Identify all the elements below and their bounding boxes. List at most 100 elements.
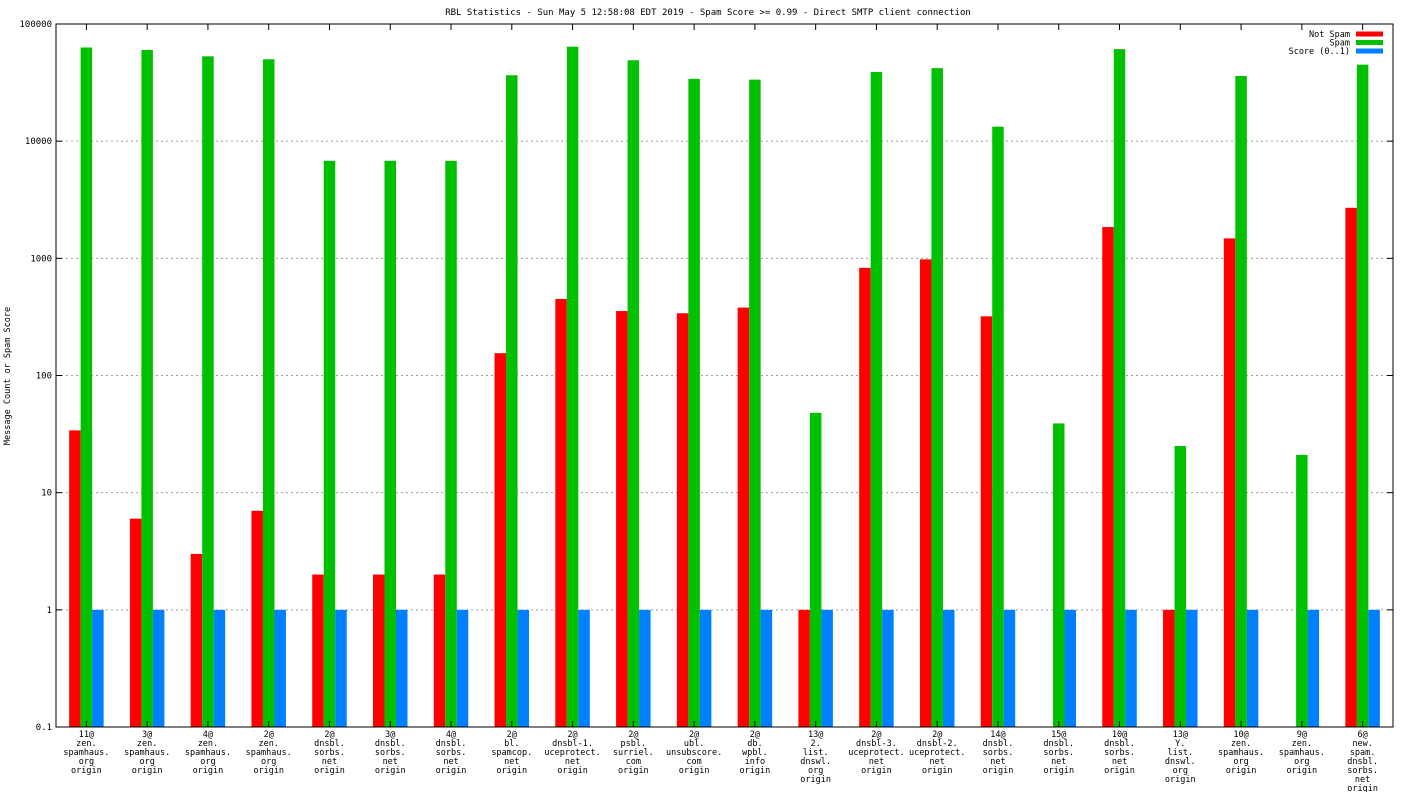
x-category-label: 13@ 2. list. dnswl. org origin <box>800 730 831 785</box>
x-category-label-line: spamhaus. <box>1279 748 1325 758</box>
x-category-label-line: origin <box>922 766 953 776</box>
x-category-label: 9@ zen. spamhaus. org origin <box>1279 730 1325 776</box>
x-category-label-line: origin <box>1347 784 1378 792</box>
x-category-label-line: sorbs. <box>1104 748 1135 758</box>
x-category-label-line: 15@ <box>1051 730 1066 740</box>
x-category-label-line: uceprotect. <box>544 748 600 758</box>
x-category-label-line: 2@ <box>750 730 760 740</box>
x-category-label-line: sorbs. <box>1347 766 1378 776</box>
spam-bar <box>1296 454 1308 727</box>
spam-bar <box>1174 446 1187 727</box>
x-category-label-line: info <box>745 757 765 767</box>
x-category-label-line: spamhaus. <box>63 748 109 758</box>
not-spam-bar <box>129 518 142 727</box>
x-category-label-line: origin <box>71 766 102 776</box>
spam-bar <box>384 160 396 728</box>
legend-swatch <box>1356 31 1383 37</box>
score-bar <box>396 609 408 727</box>
score-bar <box>517 609 530 727</box>
x-category-label: 14@ dnsbl. sorbs. net origin <box>983 730 1014 776</box>
y-tick-label: 0.1 <box>36 723 52 733</box>
x-category-label: 11@ zen. spamhaus. org origin <box>63 730 109 776</box>
score-bar <box>274 609 286 727</box>
x-category-label-line: zen. <box>137 739 157 749</box>
x-category-label-line: origin <box>740 766 771 776</box>
x-category-label-line: 2@ <box>507 730 517 740</box>
score-bar <box>1003 609 1016 727</box>
score-bar <box>1186 609 1198 727</box>
spam-bar <box>506 75 518 728</box>
legend-label: Score (0..1) <box>1289 47 1350 57</box>
spam-bar <box>141 49 153 727</box>
x-category-label-line: sorbs. <box>983 748 1014 758</box>
x-category-label-line: net <box>565 757 580 767</box>
x-category-label-line: surriel. <box>613 748 654 758</box>
x-category-label-line: sorbs. <box>314 748 345 758</box>
score-bar <box>456 609 469 727</box>
spam-bar <box>627 60 640 727</box>
score-bar <box>1064 609 1076 727</box>
spam-bar <box>566 46 579 728</box>
not-spam-bar <box>1102 227 1114 727</box>
x-category-label-line: zen. <box>76 739 96 749</box>
not-spam-bar <box>555 298 567 727</box>
x-category-label-line: 2@ <box>628 730 638 740</box>
x-category-label-line: 14@ <box>990 730 1005 740</box>
x-category-label-line: origin <box>557 766 588 776</box>
x-category-label-line: origin <box>253 766 284 776</box>
x-category-label-line: 2@ <box>871 730 881 740</box>
x-category-label-line: origin <box>1104 766 1135 776</box>
x-category-label-line: dnsbl. <box>983 739 1014 749</box>
score-bar <box>639 609 651 727</box>
x-category-label-line: org <box>79 757 94 767</box>
spam-bar <box>749 79 761 727</box>
x-category-label-line: dnsbl. <box>436 739 467 749</box>
x-category-label-line: dnsbl. <box>375 739 406 749</box>
y-tick-label: 1000 <box>30 254 52 264</box>
x-category-label: 10@ zen. spamhaus. org origin <box>1218 730 1264 776</box>
x-category-label-line: list. <box>1167 748 1193 758</box>
x-category-label-line: net <box>1355 775 1370 785</box>
x-category-label-line: 2@ <box>324 730 334 740</box>
x-category-label-line: net <box>322 757 337 767</box>
x-category-label: 3@ dnsbl. sorbs. net origin <box>375 730 406 776</box>
x-category-label-line: origin <box>193 766 224 776</box>
x-category-label-line: sorbs. <box>375 748 406 758</box>
x-category-label: 15@ dnsbl. sorbs. net origin <box>1043 730 1074 776</box>
x-category-label-line: net <box>990 757 1005 767</box>
not-spam-bar <box>373 574 385 727</box>
x-category-label-line: wpbl. <box>742 748 768 758</box>
x-category-label-line: zen. <box>1292 739 1312 749</box>
legend-label: Spam <box>1330 39 1350 49</box>
x-category-label-line: dnsbl. <box>1104 739 1135 749</box>
x-category-label-line: zen. <box>198 739 218 749</box>
x-category-label: 4@ zen. spamhaus. org origin <box>185 730 231 776</box>
x-category-label-line: org <box>261 757 276 767</box>
x-category-label-line: origin <box>800 775 831 785</box>
not-spam-bar <box>616 311 628 727</box>
score-bar <box>699 609 712 727</box>
not-spam-bar <box>494 353 507 727</box>
x-category-label: 4@ dnsbl. sorbs. net origin <box>436 730 467 776</box>
x-category-label-line: com <box>626 757 641 767</box>
spam-bar <box>931 68 943 727</box>
y-tick-label: 100000 <box>19 20 52 30</box>
spam-bar <box>1113 49 1126 728</box>
x-category-label: 2@ bl. spamcop. net origin <box>491 730 532 776</box>
x-category-label-line: sorbs. <box>436 748 467 758</box>
x-category-label-line: dnsbl-2. <box>917 739 958 749</box>
legend-swatch <box>1356 48 1383 54</box>
x-category-label: 13@ Y. list. dnswl. org origin <box>1165 730 1196 785</box>
score-bar <box>1125 609 1137 727</box>
score-bar <box>882 609 894 727</box>
x-category-label-line: origin <box>375 766 406 776</box>
x-category-label-line: spam. <box>1350 748 1376 758</box>
spam-bar <box>202 56 214 728</box>
x-category-label: 2@ dnsbl-3. uceprotect. net origin <box>848 730 904 776</box>
x-category-label-line: new. <box>1352 739 1372 749</box>
x-category-label-line: dnsbl-1. <box>552 739 593 749</box>
chart-title: RBL Statistics - Sun May 5 12:58:08 EDT … <box>445 8 971 18</box>
